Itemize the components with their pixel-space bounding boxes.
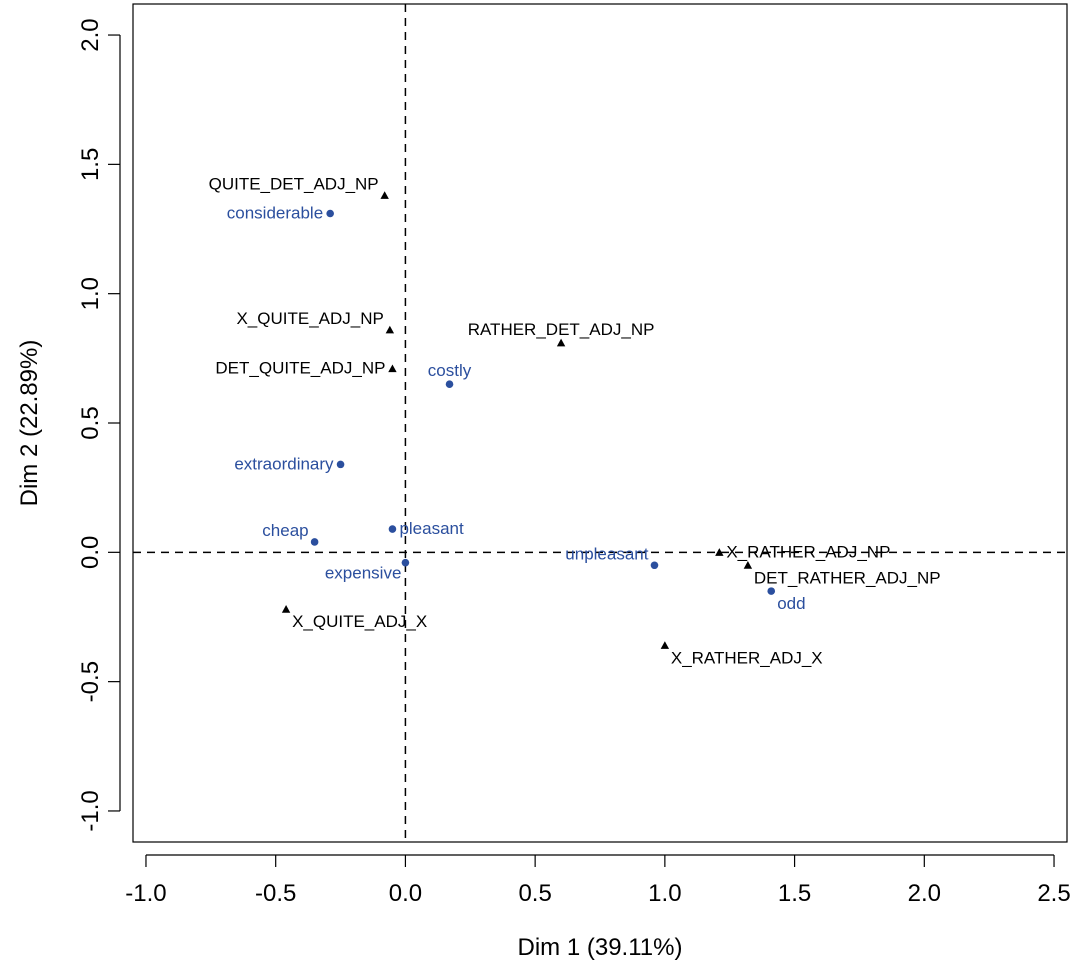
row-point — [310, 538, 319, 546]
x-axis-title: Dim 1 (39.11%) — [518, 934, 683, 961]
y-tick-label: -0.5 — [77, 661, 104, 702]
row-point — [445, 380, 454, 389]
y-tick-label: -1.0 — [77, 790, 104, 831]
x-tick-label: -0.5 — [255, 880, 296, 907]
column-point — [380, 191, 389, 199]
x-tick-label: 2.5 — [1037, 880, 1070, 907]
column-point-label: DET_RATHER_ADJ_NP — [754, 568, 941, 587]
row-point-label: considerable — [227, 204, 323, 223]
y-tick-label: 0.5 — [77, 406, 104, 439]
column-point-label: RATHER_DET_ADJ_NP — [468, 320, 655, 339]
row-point — [650, 561, 659, 570]
plot-frame — [132, 3, 1068, 843]
x-axis: -1.0 -0.5 0.0 0.5 1.0 1.5 2.0 2.5 — [125, 854, 1071, 907]
row-point — [767, 587, 776, 595]
column-point-label: X_RATHER_ADJ_NP — [726, 542, 890, 561]
x-tick-label: 0.0 — [389, 880, 422, 907]
row-point — [388, 525, 397, 533]
x-tick-label: 1.0 — [648, 880, 681, 907]
y-tick-label: 1.5 — [77, 148, 104, 181]
column-point — [385, 325, 395, 334]
y-tick-label: 0.0 — [77, 536, 104, 569]
points-layer: considerable costly extraordinary pleasant c… — [209, 174, 941, 667]
column-point — [556, 338, 566, 347]
column-point — [388, 364, 397, 373]
x-tick-label: 0.5 — [518, 880, 551, 907]
column-point — [743, 561, 753, 569]
row-point — [326, 209, 334, 218]
x-tick-label: -1.0 — [125, 880, 166, 907]
row-point-label: pleasant — [399, 519, 464, 538]
reference-lines — [133, 4, 1067, 842]
column-point — [715, 548, 724, 556]
row-point-label: unpleasant — [565, 544, 648, 563]
column-point-label: X_QUITE_ADJ_NP — [236, 309, 383, 328]
x-tick-label: 1.5 — [778, 880, 811, 907]
y-axis: -1.0 -0.5 0.0 0.5 1.0 1.5 2.0 — [77, 18, 121, 832]
row-point-label: odd — [777, 594, 805, 613]
row-point — [401, 558, 410, 567]
y-tick-label: 1.0 — [77, 277, 104, 310]
x-tick-label: 2.0 — [908, 880, 941, 907]
row-point-label: costly — [428, 361, 472, 380]
row-point-label: cheap — [262, 521, 308, 540]
column-point — [281, 605, 291, 613]
column-point-label: X_RATHER_ADJ_X — [671, 648, 823, 667]
column-point-label: QUITE_DET_ADJ_NP — [209, 174, 379, 193]
row-point-label: extraordinary — [234, 454, 334, 473]
row-point-label: expensive — [325, 564, 402, 583]
column-point — [660, 641, 670, 649]
y-axis-title: Dim 2 (22.89%) — [16, 340, 43, 507]
column-point-label: X_QUITE_ADJ_X — [292, 612, 427, 631]
y-tick-label: 2.0 — [77, 18, 104, 51]
column-point-label: DET_QUITE_ADJ_NP — [215, 359, 385, 378]
row-point — [336, 460, 345, 469]
